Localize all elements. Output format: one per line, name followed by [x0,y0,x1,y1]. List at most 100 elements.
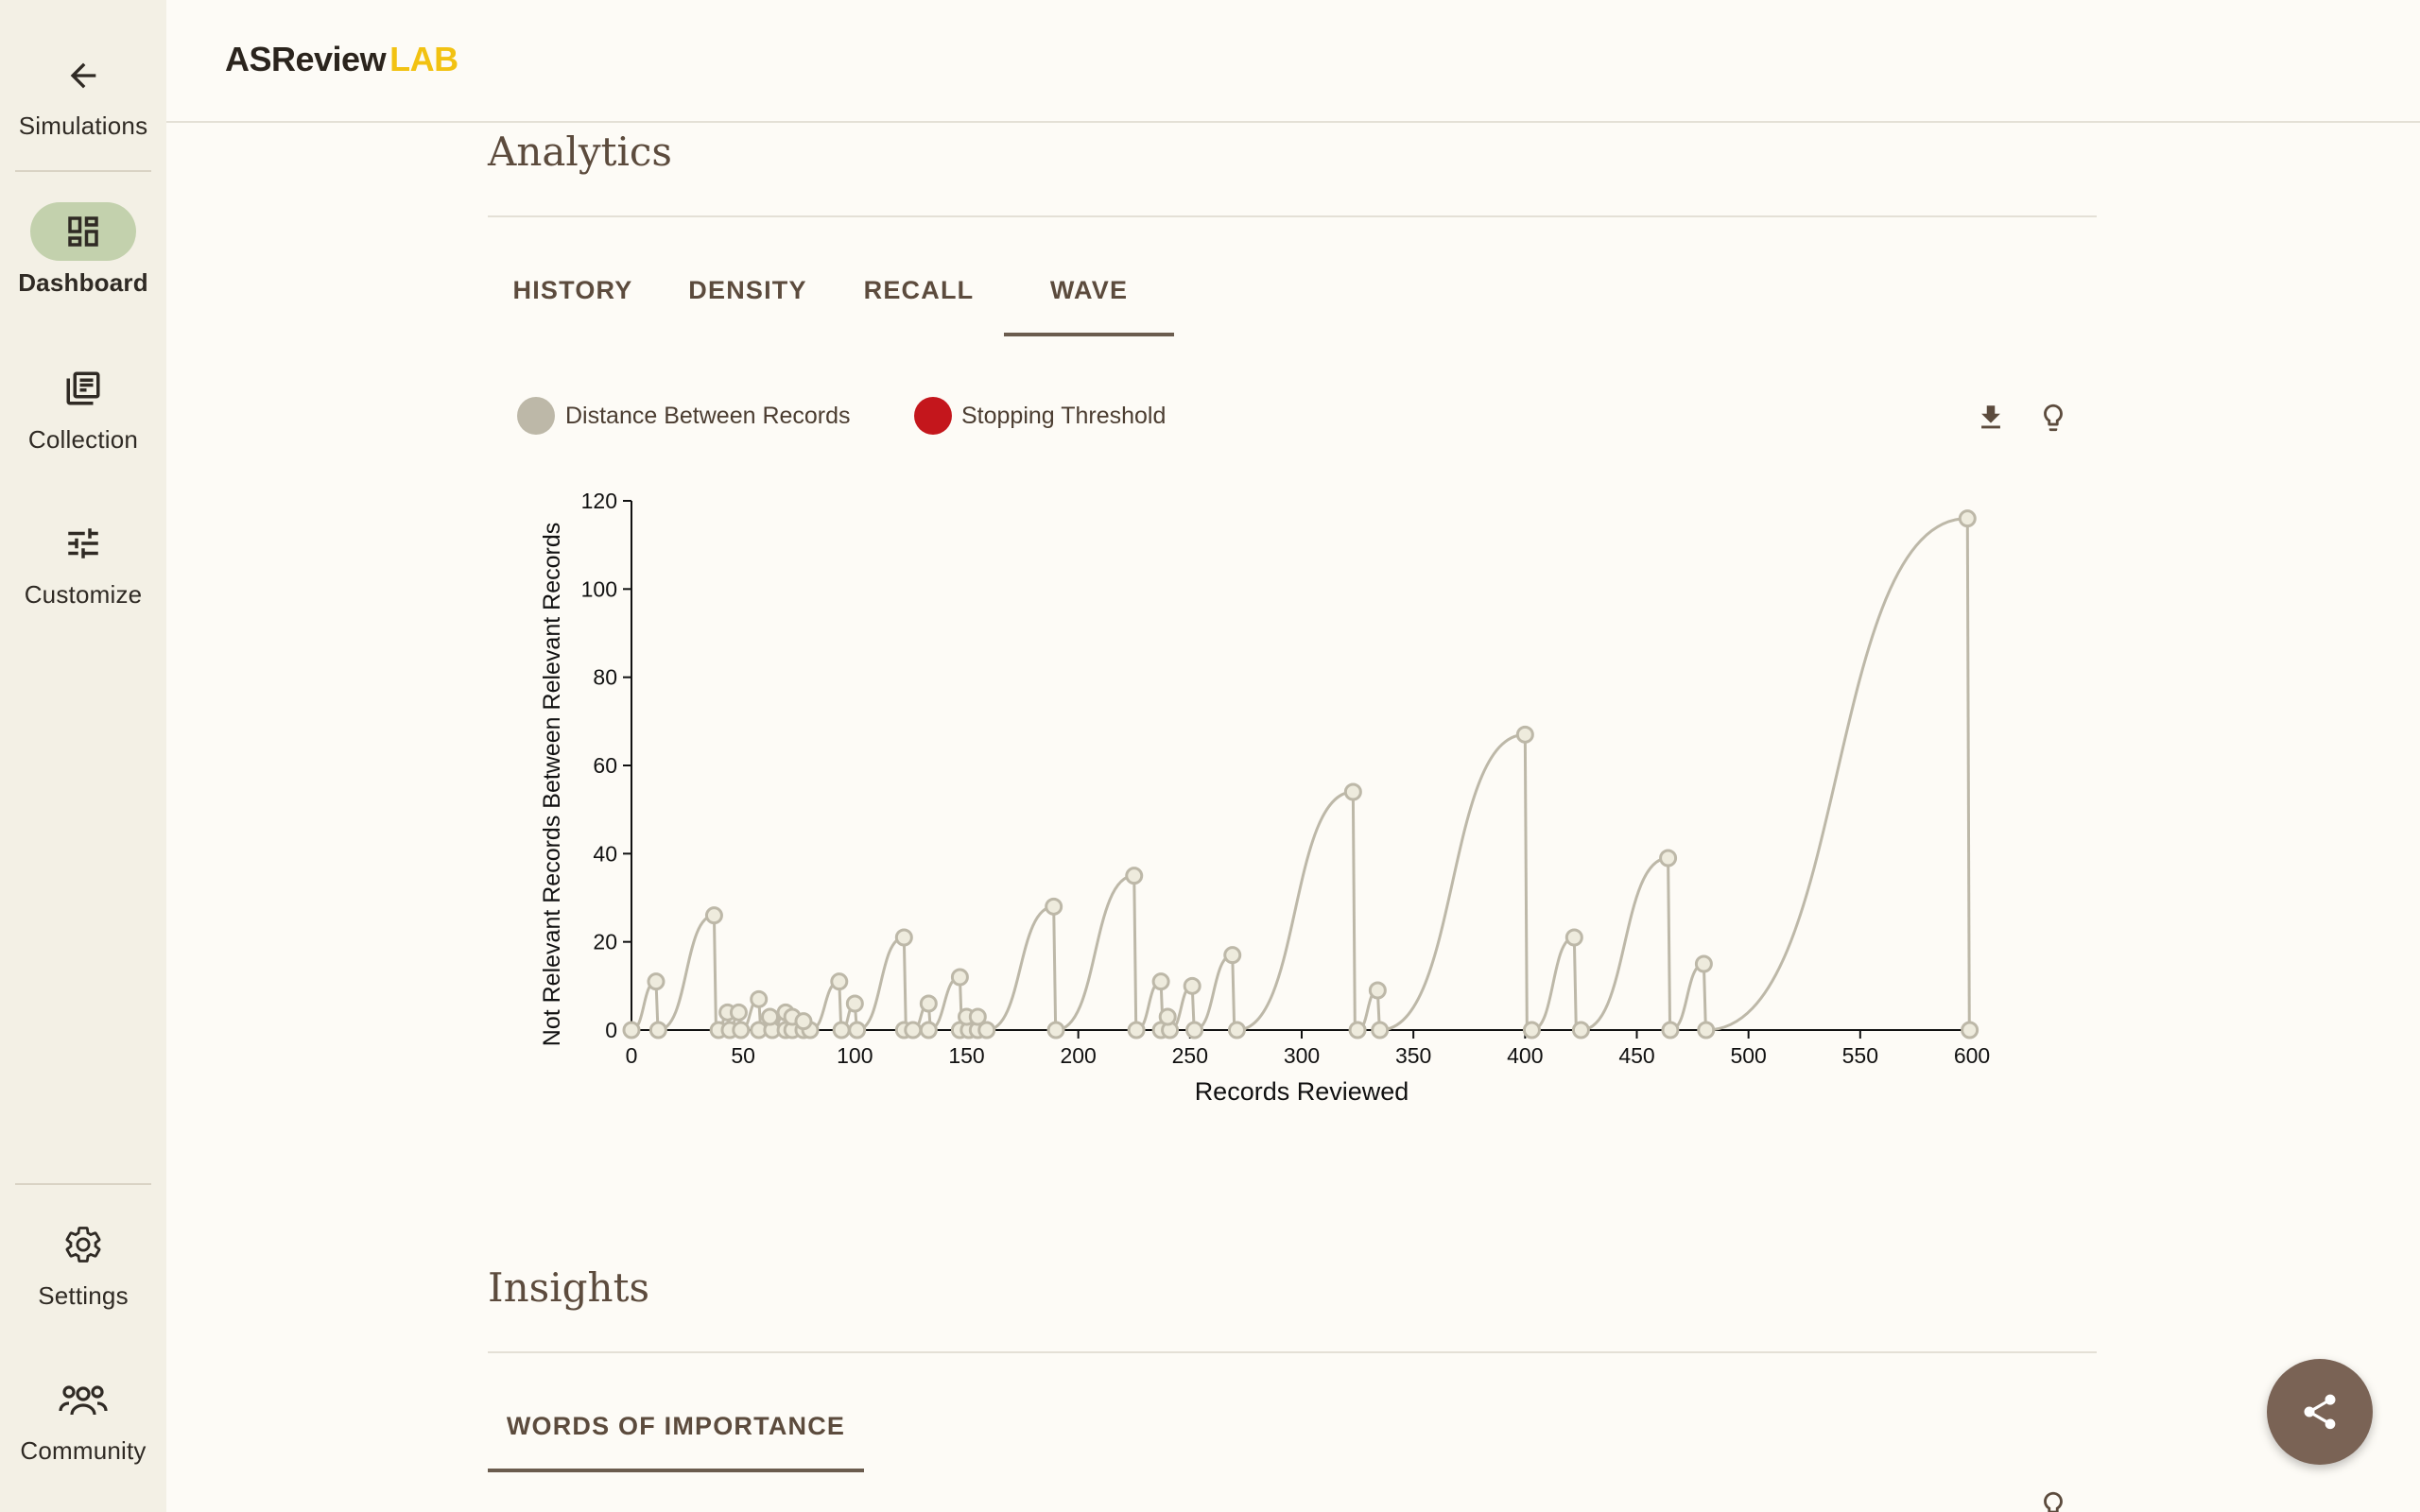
logo-text-asreview: ASReview [225,40,387,78]
wave-rise [740,997,760,1032]
community-icon [30,1370,136,1429]
wave-drop [1190,986,1196,1031]
tab-history[interactable]: HISTORY [512,276,633,304]
peak-point [919,994,938,1013]
wave-rise [1379,732,1526,1032]
x-tick-label: 500 [1730,1043,1766,1068]
wave-drop [1702,963,1707,1031]
lightbulb-icon [2044,1491,2063,1512]
wave-rise [968,1015,978,1032]
wave-rise [785,1015,793,1032]
y-tick-label: 120 [581,489,617,513]
tips-button[interactable] [2027,391,2080,444]
wave-rise [1357,988,1378,1032]
zero-point [776,1021,795,1040]
wave-drop [712,915,717,1031]
wave-drop [1166,1016,1171,1031]
sidebar-item-label: Community [20,1436,147,1465]
zero-point [750,1021,769,1040]
legend-label-threshold[interactable]: Stopping Threshold [961,403,1167,429]
lightbulb-icon [2044,404,2063,432]
zero-point [1127,1021,1146,1040]
wave-rise [1669,962,1704,1032]
zero-point [783,1021,802,1040]
wave-drop [902,936,908,1031]
share-icon [2304,1394,2336,1430]
sidebar-item-settings[interactable]: Settings [0,1215,166,1311]
wave-rise [1169,984,1193,1032]
peak-point [1125,867,1144,885]
peak-point [1564,928,1583,947]
wave-drop [926,1003,932,1031]
peak-point [1223,946,1242,965]
wave-rise [959,1015,968,1032]
x-tick-label: 350 [1395,1043,1431,1068]
wave-rise [758,1015,770,1032]
zero-point [848,1021,867,1040]
wave-drop [1052,906,1058,1031]
insights-divider [488,1351,2097,1353]
wave-rise [791,1020,804,1032]
zero-point [977,1021,996,1040]
zero-point [648,1021,667,1040]
tab-wave[interactable]: WAVE [1049,276,1129,304]
analytics-divider [488,215,2097,217]
zero-point [1961,1021,1979,1040]
sidebar-item-simulations[interactable]: Simulations [0,53,166,141]
wave-drop [769,1016,774,1031]
x-tick-label: 250 [1172,1043,1208,1068]
wave-rise [729,1010,740,1032]
x-tick-label: 100 [837,1043,873,1068]
wave-drop [1667,857,1672,1031]
zero-point [1185,1021,1204,1040]
sidebar-item-customize[interactable]: Customize [0,514,166,610]
app-logo[interactable]: ASReview LAB [225,40,458,79]
zero-point [1661,1021,1680,1040]
peak-point [958,1007,976,1026]
share-button[interactable] [2267,1359,2373,1465]
zero-point [1348,1021,1367,1040]
tab-recall[interactable]: RECALL [863,276,975,304]
legend-label-distance[interactable]: Distance Between Records [565,403,851,429]
peak-point [950,968,969,987]
legend-swatch-threshold [914,397,952,435]
y-tick-label: 40 [593,841,617,866]
sidebar-item-label: Dashboard [18,268,148,297]
zero-point [1161,1021,1180,1040]
wave-rise [1135,980,1162,1032]
wave-rise [912,1002,929,1032]
zero-point [1571,1021,1590,1040]
peak-point [794,1012,813,1031]
x-tick-label: 600 [1954,1043,1990,1068]
x-tick-label: 150 [948,1043,984,1068]
insights-tips-button[interactable] [2027,1478,2080,1512]
sidebar: Simulations Dashboard Collection Customi… [0,0,166,1512]
download-button[interactable] [1964,391,2017,444]
sidebar-item-dashboard[interactable]: Dashboard [0,202,166,298]
tab-indicator [488,1469,864,1472]
download-icon [1981,405,2000,429]
sidebar-item-collection[interactable]: Collection [0,359,166,455]
peak-point [704,906,723,925]
sidebar-divider [15,170,151,172]
zero-point [1227,1021,1246,1040]
wave-drop [1523,734,1529,1031]
zero-point [763,1021,782,1040]
wave-rise [1236,790,1354,1032]
wave-drop [790,1016,796,1031]
x-tick-label: 550 [1842,1043,1878,1068]
peak-point [1183,976,1201,995]
peak-point [1958,509,1977,528]
wave-rise [631,980,657,1032]
peak-point [647,972,666,991]
wave-rise [1705,517,1968,1032]
peak-point [1515,725,1534,744]
sidebar-item-label: Customize [24,580,143,609]
sidebar-item-community[interactable]: Community [0,1370,166,1466]
tab-density[interactable]: DENSITY [688,276,807,304]
peak-point [718,1003,737,1022]
wave-drop [1572,936,1578,1031]
tab-words-of-importance[interactable]: WORDS OF IMPORTANCE [506,1412,846,1440]
wave-drop [736,1012,742,1031]
wave-drop [1375,989,1381,1031]
